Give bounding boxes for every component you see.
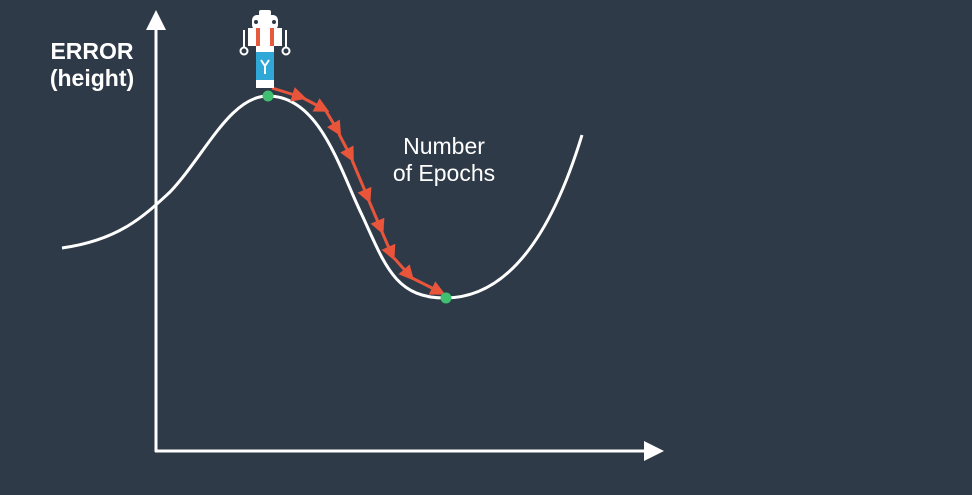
start-point-marker [262,90,274,102]
descent-step [302,96,330,112]
descent-step [380,231,396,261]
error-curve [61,94,584,300]
y-axis-label: ERROR (height) [40,38,144,92]
descent-step [392,257,414,281]
descent-path [271,86,446,295]
x-axis-label-line2: of Epochs [392,160,496,186]
descent-step [350,159,372,204]
y-axis-arrowhead [146,10,166,30]
descent-step [411,276,446,295]
robot-icon [239,10,291,88]
descent-step [324,110,342,137]
x-axis-arrowhead [644,441,664,461]
x-axis-label-line1: Number [403,133,485,159]
minimum-point-marker [440,292,452,304]
y-axis-label-line2: (height) [49,65,135,91]
descent-step [367,200,385,235]
y-axis-label-line1: ERROR [50,38,134,64]
descent-step [337,133,354,163]
descent-step [271,86,307,102]
x-axis-label: Number of Epochs [372,133,516,187]
